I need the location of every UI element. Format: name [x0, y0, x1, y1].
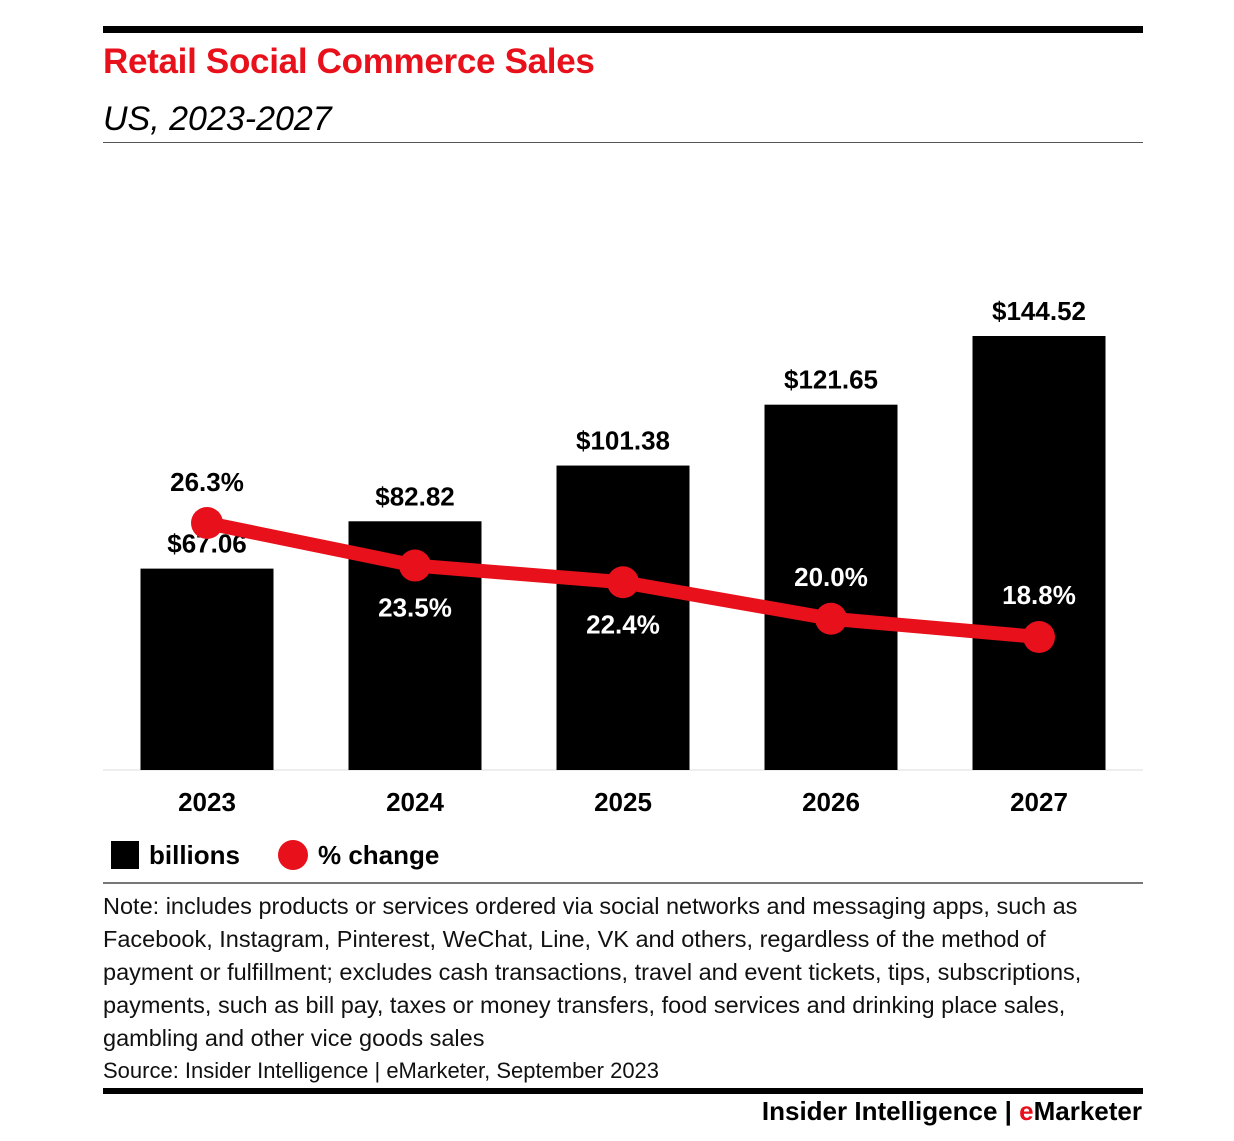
brand-suffix: Marketer [1033, 1096, 1142, 1126]
bar-label-2026: $121.65 [784, 365, 878, 395]
top-rule [103, 26, 1143, 33]
bar-series [140, 336, 1106, 770]
chart-subtitle: US, 2023-2027 [103, 100, 332, 138]
x-tick-2026: 2026 [802, 787, 860, 817]
chart-note: Note: includes products or services orde… [103, 893, 1082, 1051]
x-tick-2027: 2027 [1010, 787, 1068, 817]
pct-point-2026 [815, 602, 847, 635]
subtitle-rule [103, 142, 1143, 143]
bar-label-2027: $144.52 [992, 296, 1086, 326]
bar-label-2024: $82.82 [375, 481, 455, 511]
bar-value-labels: $67.06$82.82$101.38$121.65$144.52 [167, 296, 1086, 559]
chart-title: Retail Social Commerce Sales [103, 42, 595, 81]
bar-label-2025: $101.38 [576, 426, 670, 456]
pct-label-2026: 20.0% [794, 562, 868, 592]
pct-label-2027: 18.8% [1002, 580, 1076, 610]
x-tick-2023: 2023 [178, 787, 236, 817]
legend-bar-label: billions [149, 839, 240, 870]
chart-canvas: $67.06$82.82$101.38$121.65$144.52 2023 20… [103, 296, 1143, 817]
brand-footer: Insider Intelligence | eMarketer [762, 1096, 1142, 1127]
legend-line-label: % change [318, 839, 440, 870]
pct-label-2023: 26.3% [170, 467, 244, 497]
legend: billions % change [111, 838, 439, 872]
pct-label-2025: 22.4% [586, 609, 660, 639]
chart-source: Source: Insider Intelligence | eMarketer… [103, 1058, 660, 1083]
x-tick-2024: 2024 [386, 787, 444, 817]
bar-2023 [140, 568, 274, 770]
bottom-rule [103, 1088, 1143, 1094]
pct-change-labels: 26.3% 23.5% 22.4% 20.0% 18.8% [170, 467, 1076, 639]
pct-point-2027 [1023, 621, 1055, 653]
x-tick-2025: 2025 [594, 787, 652, 817]
brand-prefix: Insider Intelligence | [761, 1096, 1020, 1126]
bar-2027 [972, 336, 1106, 770]
pct-point-2023 [191, 507, 223, 539]
bar-2026 [764, 404, 898, 770]
legend-bar-swatch [111, 841, 139, 869]
pct-point-2025 [607, 566, 639, 599]
note-rule [103, 882, 1143, 884]
pct-point-2024 [399, 549, 431, 582]
brand-accent-letter: e [1019, 1096, 1034, 1126]
pct-change-points [191, 507, 1055, 653]
x-axis-tick-labels: 2023 2024 2025 2026 2027 [178, 787, 1068, 817]
bar-2025 [556, 465, 690, 770]
legend-line-swatch [278, 840, 308, 870]
pct-label-2024: 23.5% [378, 593, 452, 623]
